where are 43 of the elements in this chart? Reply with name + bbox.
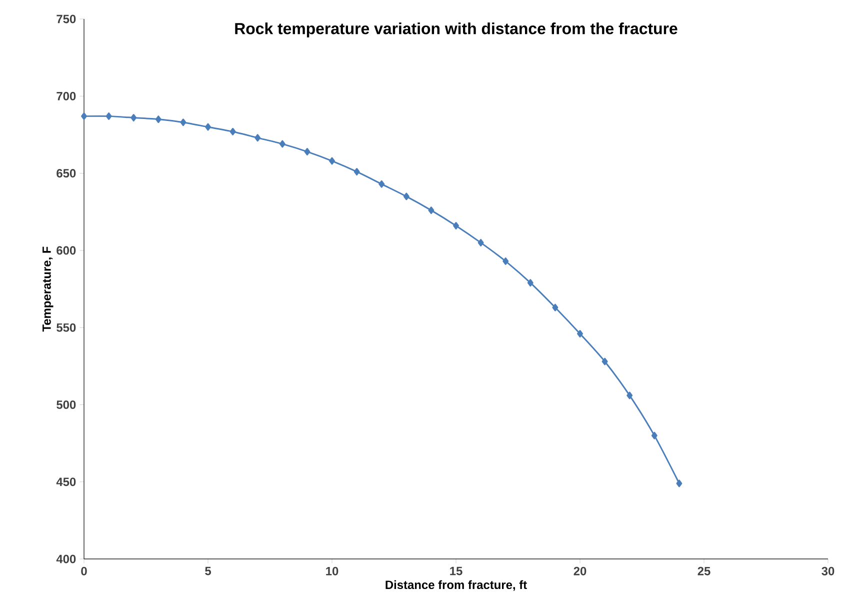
chart-title: Rock temperature variation with distance from the fracture	[235, 22, 678, 38]
point	[428, 206, 434, 214]
point	[329, 157, 335, 165]
x-tick-label: 15	[450, 566, 462, 576]
point	[354, 168, 360, 176]
point	[180, 118, 186, 126]
y-tick-label: 400	[56, 554, 76, 564]
x-tick-label: 25	[698, 566, 710, 576]
point	[130, 114, 137, 122]
point	[403, 192, 410, 200]
point	[254, 134, 261, 142]
point	[478, 238, 484, 246]
point	[106, 112, 112, 120]
point	[230, 128, 236, 136]
point	[602, 358, 608, 366]
point	[304, 148, 310, 156]
point	[378, 180, 385, 188]
point	[552, 304, 558, 312]
y-axis-title: Temperature, F	[42, 246, 54, 332]
x-tick-label: 0	[81, 566, 87, 576]
point	[205, 123, 211, 131]
x-tick-label: 20	[574, 566, 586, 576]
y-tick-label: 450	[56, 478, 76, 486]
point	[626, 392, 633, 400]
y-tick-label: 700	[56, 92, 76, 100]
point	[502, 257, 509, 265]
y-tick-label: 600	[56, 246, 76, 255]
x-tick-label: 30	[822, 566, 834, 576]
point	[651, 432, 658, 440]
y-tick-label: 500	[56, 400, 76, 409]
y-tick-label: 750	[56, 14, 76, 24]
point	[155, 116, 162, 124]
point	[279, 140, 286, 148]
y-tick-label: 650	[56, 169, 76, 178]
point	[527, 279, 534, 287]
point	[577, 330, 583, 338]
x-tick-label: 10	[326, 566, 338, 576]
x-axis-title: Distance from fracture, ft	[386, 580, 527, 591]
point	[453, 222, 459, 230]
point	[676, 480, 682, 488]
y-tick-label: 550	[56, 323, 76, 332]
point	[81, 112, 87, 120]
x-tick-label: 5	[205, 566, 211, 576]
